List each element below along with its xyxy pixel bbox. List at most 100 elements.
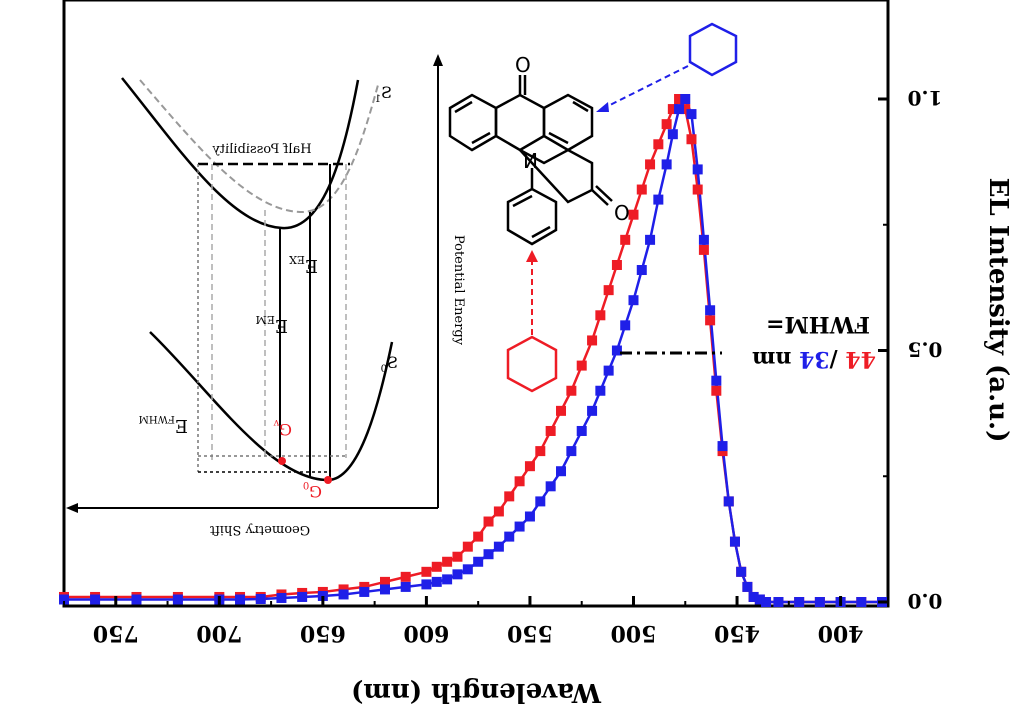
data-point xyxy=(742,581,753,592)
data-point xyxy=(576,360,587,371)
data-point xyxy=(504,531,515,542)
data-point xyxy=(686,134,697,145)
phenyl-blue-arrowhead xyxy=(596,102,609,112)
data-point xyxy=(595,310,606,321)
s0-label: S0 xyxy=(381,353,398,375)
data-point xyxy=(748,591,759,602)
molecule-structure xyxy=(448,75,613,246)
data-point xyxy=(379,576,390,587)
x-tick-label: 450 xyxy=(714,620,760,646)
data-point xyxy=(653,139,664,150)
data-point xyxy=(653,194,664,205)
ring-left-double xyxy=(454,100,473,114)
data-point xyxy=(493,506,504,517)
data-point xyxy=(611,345,622,356)
data-point xyxy=(636,265,647,276)
data-point xyxy=(462,541,473,552)
data-point xyxy=(172,594,183,605)
carbonyl-right xyxy=(591,189,609,206)
data-point xyxy=(661,119,672,130)
fwhm-label: FWHM= xyxy=(766,311,870,337)
data-point xyxy=(717,446,728,457)
y-tick-label: 1.0 xyxy=(908,86,943,110)
x-tick-label: 750 xyxy=(93,620,139,646)
e-fwhm-label: EFWHM xyxy=(139,413,188,436)
data-point xyxy=(794,597,805,607)
x-tick-label: 500 xyxy=(611,620,657,646)
data-point xyxy=(473,556,484,567)
ring-bottom-double-2 xyxy=(531,225,551,239)
data-point xyxy=(603,285,614,296)
geometry-shift-label: Geometry Shift xyxy=(209,522,310,537)
data-point xyxy=(400,581,411,592)
x-tick-label: 400 xyxy=(818,620,864,646)
data-point xyxy=(587,335,598,346)
data-point xyxy=(483,549,494,560)
series-markers xyxy=(59,94,887,607)
data-point xyxy=(514,476,525,487)
data-point xyxy=(431,561,442,572)
data-point xyxy=(452,569,463,580)
data-point xyxy=(493,541,504,552)
data-point xyxy=(524,511,535,522)
gv-point xyxy=(278,457,286,465)
phenyl-blue xyxy=(688,22,738,77)
data-point xyxy=(603,365,614,376)
data-point xyxy=(556,466,567,477)
data-point xyxy=(698,244,709,255)
data-point xyxy=(452,551,463,562)
data-point xyxy=(566,446,577,457)
data-point xyxy=(379,584,390,595)
fwhm-red-value: 44 xyxy=(845,346,876,372)
data-point xyxy=(317,590,328,601)
data-point xyxy=(504,491,515,502)
data-point xyxy=(535,446,546,457)
carbonyl-right-2 xyxy=(595,185,613,202)
plot-frame xyxy=(62,0,890,608)
data-point xyxy=(680,94,691,104)
data-point xyxy=(711,385,722,396)
ring-center xyxy=(494,93,546,152)
data-point xyxy=(431,576,442,587)
data-point xyxy=(359,581,370,592)
inset-x-arrow xyxy=(66,503,78,513)
s0-curve xyxy=(149,331,394,482)
e-em-label: EEM xyxy=(256,313,288,336)
data-point xyxy=(611,259,622,270)
data-point xyxy=(717,441,728,452)
x-axis: 750 700 650 600 550 500 450 400 xyxy=(63,596,864,646)
data-point xyxy=(576,425,587,436)
data-point xyxy=(90,594,101,605)
x-tick-label: 700 xyxy=(196,620,242,646)
ring-right-double xyxy=(572,100,589,113)
data-point xyxy=(338,584,349,595)
data-point xyxy=(620,234,631,245)
data-point xyxy=(297,591,308,602)
inset-y-arrow xyxy=(433,54,443,66)
data-point xyxy=(705,315,716,326)
molecule-o-right: O xyxy=(614,201,630,225)
molecule-o-top: O xyxy=(515,53,531,77)
e-ex-label: EEX xyxy=(289,253,318,276)
molecule-n: N xyxy=(523,149,538,173)
data-point xyxy=(661,159,672,170)
data-point xyxy=(698,234,709,245)
data-point xyxy=(628,295,639,306)
data-point xyxy=(421,579,432,590)
x-tick-label: 550 xyxy=(507,620,553,646)
fwhm-values: 44 /34 nm xyxy=(752,346,876,372)
data-point xyxy=(686,109,697,120)
fwhm-separator: / xyxy=(829,346,846,372)
data-point xyxy=(524,461,535,472)
data-point xyxy=(761,597,772,607)
x-tick-label: 600 xyxy=(403,620,449,646)
data-point xyxy=(545,425,556,436)
g0-label: G0 xyxy=(303,479,322,501)
inset-energy-diagram: Half Possibility S1 S0 EEX EEM EFWHM Gv … xyxy=(66,54,466,537)
data-point xyxy=(235,594,246,605)
y-tick-label: 0.5 xyxy=(908,338,943,362)
data-point xyxy=(587,405,598,416)
data-point xyxy=(556,405,567,416)
half-possibility-label: Half Possibility xyxy=(212,142,312,157)
